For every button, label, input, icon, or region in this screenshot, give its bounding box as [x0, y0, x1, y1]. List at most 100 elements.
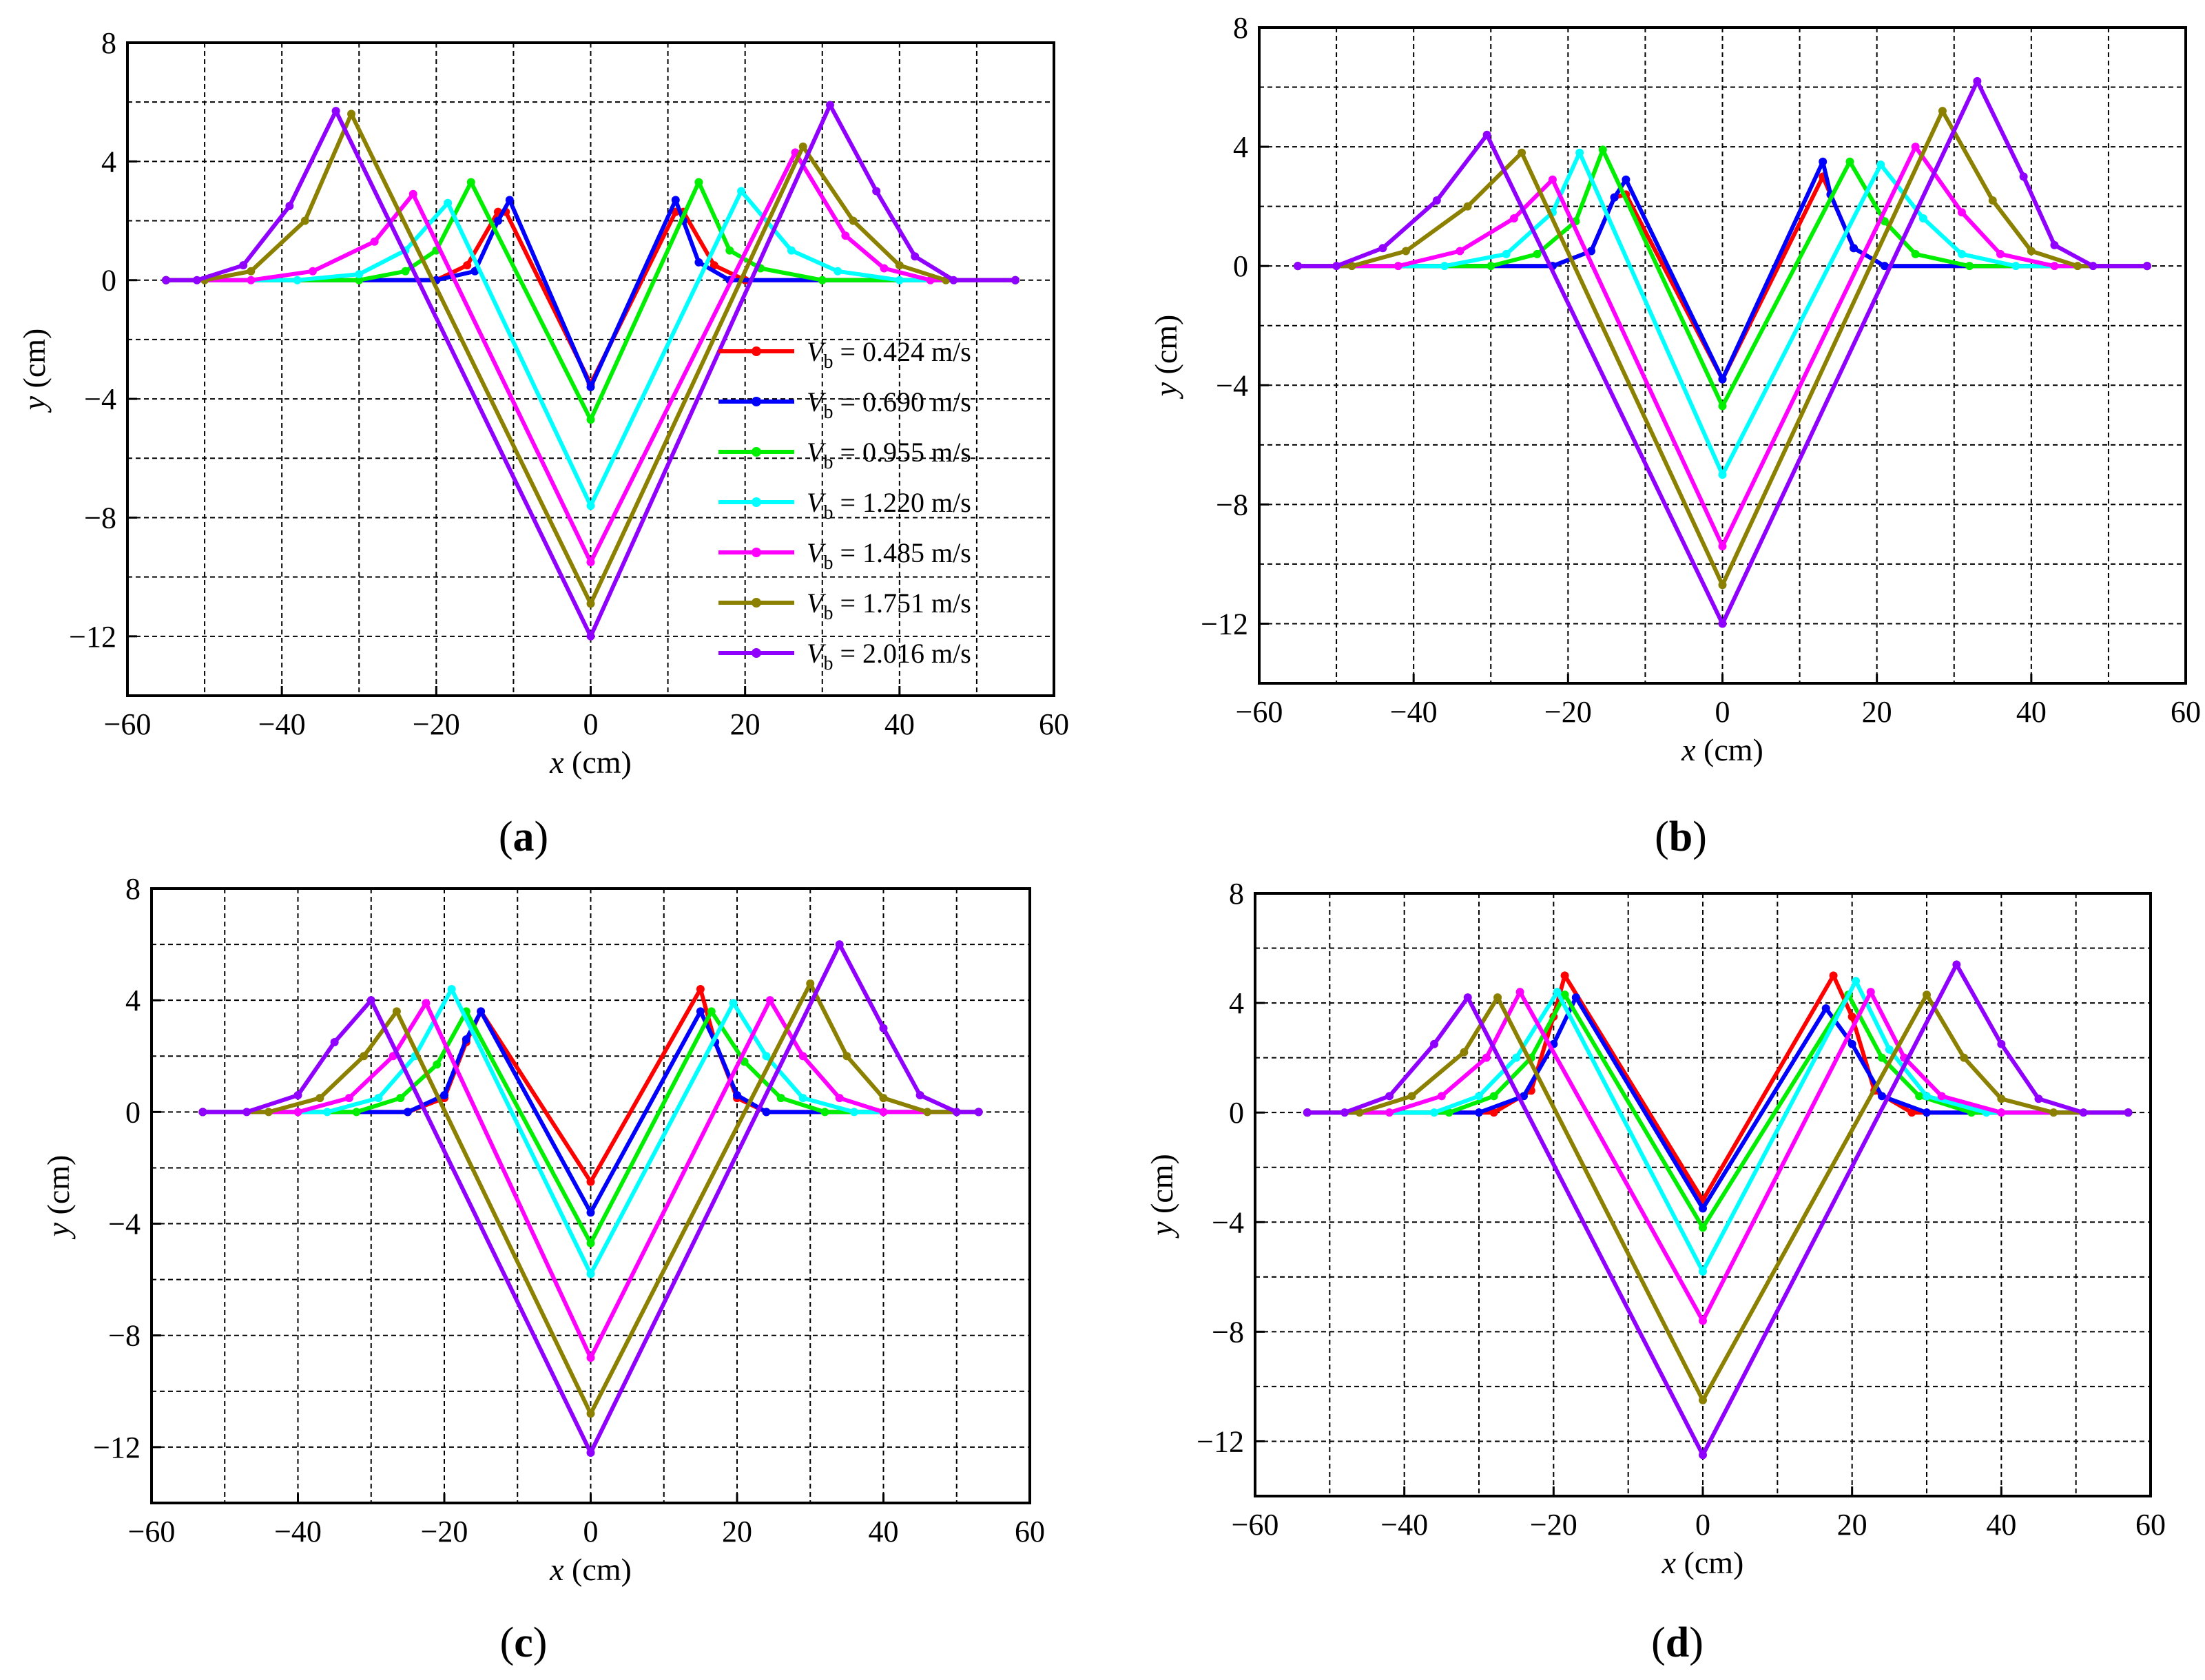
x-tick-label: 0	[583, 707, 599, 741]
data-point	[1533, 249, 1542, 258]
data-point	[820, 1108, 829, 1117]
data-point	[1923, 991, 1931, 999]
data-point	[1907, 1108, 1916, 1117]
data-point	[1938, 107, 1947, 116]
data-point	[2034, 1095, 2043, 1103]
data-point	[835, 940, 844, 949]
grid	[152, 889, 1030, 1503]
x-tick-label: −60	[104, 707, 152, 741]
data-point	[366, 996, 375, 1005]
data-point	[825, 101, 834, 110]
legend-label: Vb = 1.220 m/s	[807, 487, 971, 523]
data-point	[401, 267, 410, 276]
data-point	[762, 1108, 771, 1117]
data-point	[798, 1094, 807, 1103]
legend-entry: Vb = 2.016 m/s	[718, 638, 971, 674]
data-point	[1923, 1108, 1931, 1117]
data-point	[1699, 1451, 1707, 1460]
data-point	[1937, 1092, 1946, 1101]
data-point	[798, 1052, 807, 1061]
data-point	[392, 1007, 401, 1016]
data-point	[1699, 1396, 1707, 1404]
data-point	[2079, 1108, 2088, 1117]
data-point	[198, 1108, 207, 1117]
data-point	[1997, 1108, 2006, 1117]
data-point	[2049, 1108, 2058, 1117]
data-point	[1699, 1316, 1707, 1325]
data-point	[1915, 1092, 1924, 1101]
data-point	[505, 196, 514, 205]
data-point	[834, 267, 842, 276]
y-tick-label: −12	[1197, 1424, 1244, 1458]
data-point	[1923, 1092, 1931, 1101]
y-tick-label: 0	[1233, 249, 1248, 283]
y-axis-label: y (cm)	[41, 1155, 76, 1240]
y-axis-label: y (cm)	[1144, 1154, 1179, 1238]
data-point	[1560, 971, 1569, 980]
x-tick-label: 60	[1015, 1515, 1045, 1548]
data-point	[403, 1108, 412, 1117]
data-point	[1571, 993, 1580, 1002]
data-point	[300, 216, 309, 225]
data-point	[494, 216, 502, 225]
data-point	[818, 276, 827, 284]
y-tick-label: −12	[69, 620, 116, 654]
x-tick-label: 0	[583, 1515, 599, 1548]
y-tick-label: 8	[1229, 877, 1244, 911]
data-point	[1878, 1053, 1886, 1062]
x-tick-label: −20	[413, 707, 460, 741]
data-point	[2019, 172, 2028, 181]
legend-entry: Vb = 1.751 m/s	[718, 588, 971, 624]
x-tick-label: 60	[2135, 1508, 2166, 1542]
data-point	[923, 1108, 932, 1117]
data-point	[586, 599, 595, 608]
data-point	[1850, 244, 1859, 253]
data-point	[762, 1052, 771, 1061]
data-point	[586, 1208, 595, 1217]
data-point	[242, 1108, 251, 1117]
x-tick-label: 20	[722, 1515, 752, 1548]
legend-swatch-marker	[752, 598, 761, 608]
data-point	[293, 276, 302, 284]
grid	[1259, 28, 2186, 683]
data-point	[880, 264, 889, 273]
data-point	[374, 1094, 383, 1103]
legend-label: Vb = 1.751 m/s	[807, 588, 971, 624]
legend-entry: Vb = 0.955 m/s	[718, 437, 971, 473]
data-point	[1699, 1267, 1707, 1276]
data-point	[1718, 375, 1727, 384]
data-point	[1518, 148, 1526, 157]
data-point	[694, 178, 703, 187]
data-point	[806, 979, 815, 988]
data-point	[239, 261, 248, 270]
data-point	[911, 252, 920, 261]
x-tick-label: 40	[884, 707, 915, 741]
data-point	[422, 999, 431, 1008]
y-tick-label: 0	[101, 264, 116, 298]
data-point	[798, 142, 807, 151]
series-7	[198, 940, 983, 1458]
legend-entry: Vb = 1.485 m/s	[718, 537, 971, 574]
data-point	[1463, 202, 1472, 211]
data-point	[2124, 1108, 2133, 1117]
series-7	[1303, 960, 2133, 1460]
x-tick-label: 0	[1695, 1508, 1710, 1542]
data-point	[477, 1007, 486, 1016]
data-point	[1489, 1108, 1498, 1117]
data-point	[1610, 193, 1619, 202]
x-tick-label: 40	[869, 1515, 899, 1548]
data-point	[1401, 247, 1410, 256]
data-point	[841, 231, 850, 240]
data-point	[1997, 1095, 2006, 1103]
data-point	[1553, 988, 1562, 997]
data-point	[466, 178, 475, 187]
data-point	[1489, 1092, 1498, 1101]
data-point	[2089, 262, 2098, 271]
data-point	[842, 1052, 851, 1061]
data-point	[1509, 214, 1518, 222]
data-point	[408, 189, 417, 198]
x-tick-label: 20	[1862, 695, 1892, 729]
y-tick-label: 0	[125, 1095, 141, 1129]
series-7	[1294, 76, 2151, 628]
data-point	[360, 1052, 369, 1061]
